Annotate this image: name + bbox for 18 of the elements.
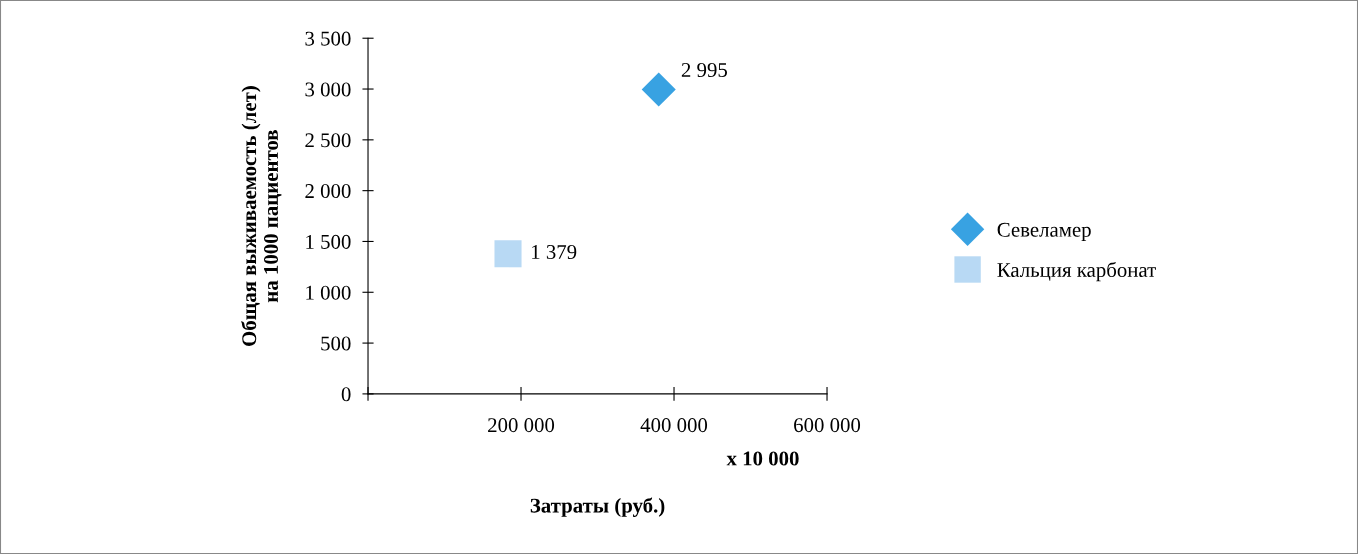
y-tick-label: 3 500 (305, 31, 351, 46)
y-tick-label: 2 500 (305, 133, 351, 148)
text: x 10 000 (726, 451, 799, 466)
y-tick-label: 0 (341, 387, 351, 402)
legend-label: Севеламер (997, 222, 1091, 242)
x-tick-label: 400 000 (640, 418, 708, 433)
y-tick-label: 2 000 (305, 184, 351, 199)
x-tick-label: 600 000 (794, 418, 861, 433)
y-tick-label: 1 000 (306, 285, 351, 300)
y-tick-label: 500 (321, 336, 351, 351)
y-axis-title: Общая выживаемость (лет) на 1000 пациентов (241, 86, 282, 346)
y-tick-label: 1 500 (306, 234, 351, 249)
data-label: 2 995 (681, 62, 727, 77)
x-axis-title: Затраты (руб.) (530, 497, 665, 517)
y-tick-label: 3 000 (305, 82, 351, 97)
data-label: 1 379 (532, 244, 577, 259)
x-tick-label: 200 000 (488, 418, 555, 433)
legend-label: Кальция карбонат (997, 261, 1156, 282)
